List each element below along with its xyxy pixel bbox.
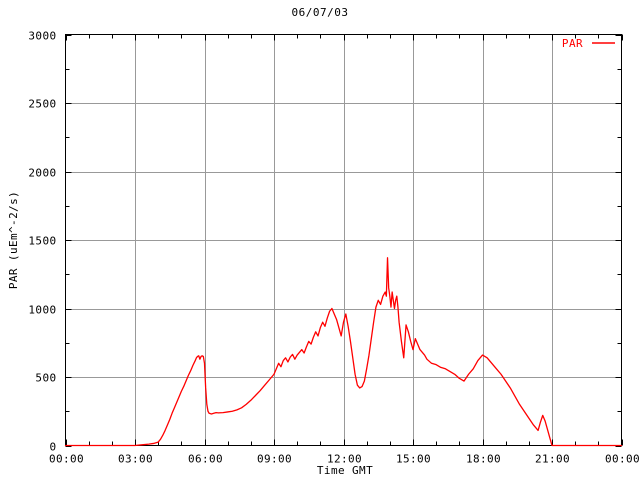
x-tick-label: 15:00 <box>396 453 431 466</box>
x-tick-label: 09:00 <box>257 453 292 466</box>
tick-marks-layer <box>65 34 623 447</box>
y-tick-label: 500 <box>35 372 56 385</box>
x-axis-tick-labels: 00:00 03:00 06:00 09:00 12:00 15:00 18:00 21:00… <box>49 453 640 466</box>
x-tick-label: 00:00 <box>605 453 640 466</box>
x-tick-label: 21:00 <box>535 453 570 466</box>
x-tick-label: 00:00 <box>49 453 84 466</box>
x-tick-label: 18:00 <box>466 453 501 466</box>
y-tick-label: 2000 <box>28 167 56 180</box>
y-tick-label: 3000 <box>28 30 56 43</box>
plot-border <box>65 34 622 446</box>
x-tick-label: 06:00 <box>188 453 223 466</box>
legend: PAR <box>562 37 615 50</box>
grid-layer <box>65 34 622 446</box>
y-axis-title: PAR (uEm^-2/s) <box>7 191 20 289</box>
y-axis-tick-labels: 0 500 1000 1500 2000 2500 3000 <box>28 30 56 454</box>
y-tick-label: 2500 <box>28 98 56 111</box>
y-tick-label: 1000 <box>28 304 56 317</box>
chart-title: 06/07/03 <box>291 6 349 19</box>
y-tick-label: 1500 <box>28 235 56 248</box>
legend-label-par: PAR <box>562 37 583 50</box>
series-line-par <box>64 257 623 447</box>
x-tick-label: 03:00 <box>118 453 153 466</box>
x-axis-title: Time GMT <box>317 464 373 477</box>
y-tick-label: 0 <box>49 441 56 454</box>
x-tick-label: 12:00 <box>327 453 362 466</box>
